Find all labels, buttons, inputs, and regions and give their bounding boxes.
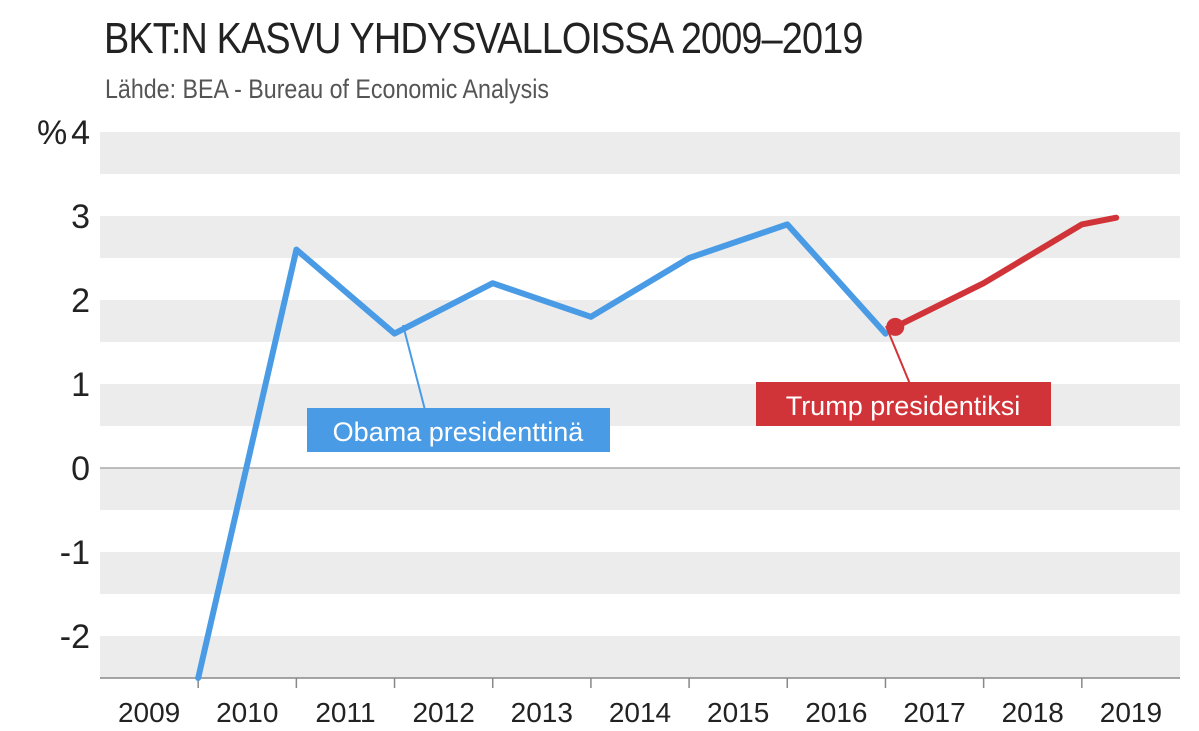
annotations: Obama presidenttinä Trump presidentiksi bbox=[307, 324, 1051, 452]
x-tick-label: 2016 bbox=[805, 697, 867, 728]
y-tick-label: 3 bbox=[71, 198, 90, 236]
x-tick-label: 2017 bbox=[903, 697, 965, 728]
x-tick-label: 2009 bbox=[118, 697, 180, 728]
y-tick-label: 1 bbox=[71, 366, 90, 404]
x-tick-label: 2010 bbox=[216, 697, 278, 728]
y-tick-label: 4 bbox=[71, 114, 90, 152]
x-tick-label: 2019 bbox=[1100, 697, 1162, 728]
series-line-0 bbox=[195, 221, 889, 681]
obama-leader-line bbox=[402, 324, 426, 411]
x-tick-label: 2012 bbox=[412, 697, 474, 728]
series-line-1 bbox=[892, 214, 1120, 330]
grid-band bbox=[100, 300, 1180, 342]
trump-label-box bbox=[756, 382, 1051, 426]
x-axis-ticks: 2009 2010 2011 2012 2013 2014 2015 2016 2017 2018… bbox=[118, 678, 1162, 728]
obama-label-text: Obama presidenttinä bbox=[333, 417, 585, 447]
grid-band bbox=[100, 468, 1180, 510]
y-tick-label: -2 bbox=[60, 618, 90, 656]
trump-start-dot bbox=[886, 317, 905, 336]
chart-subtitle: Lähde: BEA - Bureau of Economic Analysis bbox=[105, 74, 550, 104]
x-tick-label: 2013 bbox=[511, 697, 573, 728]
y-axis-ticks: 4 3 2 1 0 -1 -2 bbox=[60, 114, 90, 656]
x-tick-label: 2018 bbox=[1002, 697, 1064, 728]
x-tick-label: 2011 bbox=[315, 697, 375, 728]
y-tick-label: 2 bbox=[71, 282, 90, 320]
y-tick-label: 0 bbox=[71, 450, 90, 488]
x-tick-label: 2015 bbox=[707, 697, 769, 728]
grid-band bbox=[100, 636, 1180, 678]
y-tick-label: -1 bbox=[60, 534, 90, 572]
x-tick-label: 2014 bbox=[609, 697, 671, 728]
y-unit-label: % bbox=[37, 114, 67, 152]
grid-band bbox=[100, 552, 1180, 594]
obama-label-box bbox=[307, 408, 610, 452]
grid-band bbox=[100, 216, 1180, 258]
trump-leader-line bbox=[885, 325, 911, 385]
chart-title: BKT:N KASVU YHDYSVALLOISSA 2009–2019 bbox=[104, 14, 863, 63]
series-lines bbox=[195, 214, 1120, 681]
grid-band bbox=[100, 132, 1180, 174]
trump-label-text: Trump presidentiksi bbox=[786, 391, 1021, 421]
